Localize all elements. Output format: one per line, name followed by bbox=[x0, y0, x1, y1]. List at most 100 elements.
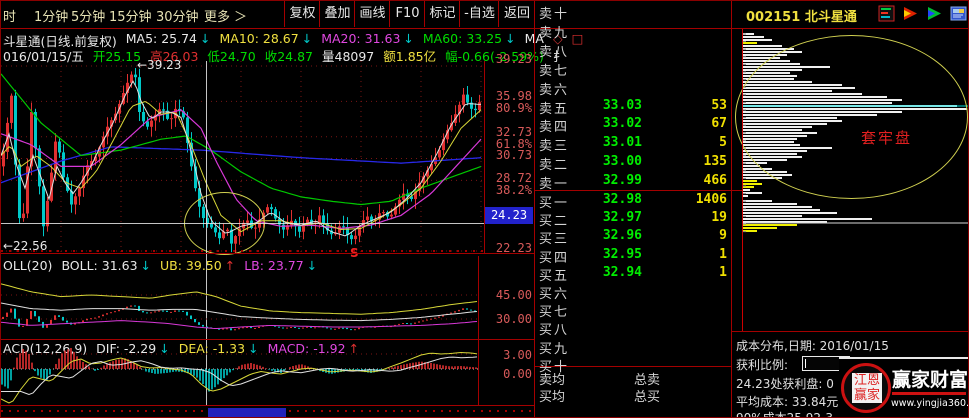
order-book-row-买九[interactable]: 买九 bbox=[534, 338, 731, 357]
ma-box-icon: □ bbox=[571, 31, 584, 46]
macd-arrow-icon: ↓ bbox=[159, 341, 170, 356]
macd-legend-item: DIF: -2.29 bbox=[96, 341, 157, 356]
order-book-volume: 53 bbox=[711, 98, 727, 113]
boll-arrow-icon: ↓ bbox=[306, 258, 318, 273]
order-book-row-卖五[interactable]: 卖五 33.03 53 bbox=[534, 98, 731, 117]
order-book-price: 33.03 bbox=[602, 98, 642, 113]
stock-name: 北斗星通 bbox=[804, 10, 857, 25]
toolbar-button-画线[interactable]: 画线 bbox=[354, 1, 390, 27]
order-book-row-买六[interactable]: 买六 bbox=[534, 283, 731, 302]
ma-legend-item: MA10: 28.67 bbox=[219, 31, 299, 46]
ma-legend-line: 斗星通(日线.前复权) MA5: 25.74 ↓ MA10: 28.67 ↓ MA20:… bbox=[3, 31, 583, 50]
order-book-level-label: 买六 bbox=[539, 287, 570, 302]
main-axis-label: 80.9% bbox=[495, 101, 532, 115]
toolbar-button-复权[interactable]: 复权 bbox=[284, 1, 320, 27]
order-book-volume: 5 bbox=[719, 135, 727, 150]
order-book-row-卖六[interactable]: 卖六 bbox=[534, 79, 731, 98]
order-book-row-卖十[interactable]: 卖十 bbox=[534, 3, 731, 22]
toolbar-button-F10[interactable]: F10 bbox=[389, 1, 425, 27]
main-axis-label: 39.23 bbox=[495, 52, 532, 66]
order-book-level-label: 买一 bbox=[539, 196, 570, 211]
order-book-row-卖七[interactable]: 卖七 bbox=[534, 60, 731, 79]
order-book-row-买八[interactable]: 买八 bbox=[534, 319, 731, 338]
toolbar-button-返回[interactable]: 返回 bbox=[498, 1, 535, 27]
order-book-level-label: 买二 bbox=[539, 214, 570, 229]
ma-down-arrow-icon: ↓ bbox=[200, 31, 211, 46]
order-book-level-label: 买九 bbox=[539, 342, 570, 357]
order-book-row-买四[interactable]: 买四 32.95 1 bbox=[534, 247, 731, 266]
order-book-footer-row: 卖均 总卖 bbox=[534, 369, 731, 388]
watermark-red-bar bbox=[892, 392, 966, 395]
red-arrow-icon[interactable] bbox=[902, 5, 919, 22]
green-arrow-icon[interactable] bbox=[926, 5, 943, 22]
boll-arrow-icon: ↓ bbox=[140, 258, 152, 273]
order-book-level-label: 买八 bbox=[539, 323, 570, 338]
order-book-row-买二[interactable]: 买二 32.97 19 bbox=[534, 210, 731, 229]
watermark-seal: 江恩赢家 bbox=[841, 363, 891, 413]
main-axis-label: 28.72 bbox=[495, 171, 532, 185]
macd-panel-divider bbox=[1, 405, 534, 406]
order-book-row-卖四[interactable]: 卖四 33.02 67 bbox=[534, 116, 731, 135]
avg-cost: 平均成本: 33.84元 bbox=[736, 395, 839, 409]
period-tab-6[interactable]: 更多 bbox=[204, 10, 231, 25]
avg-price-label: 卖均 bbox=[539, 373, 566, 388]
toolbar-button-标记[interactable]: 标记 bbox=[424, 1, 460, 27]
order-book-volume: 19 bbox=[711, 210, 727, 225]
order-book-volume: 67 bbox=[711, 116, 727, 131]
total-label: 总卖 bbox=[634, 373, 661, 388]
order-book-row-卖二[interactable]: 卖二 33.00 135 bbox=[534, 154, 731, 173]
quote-list-icon[interactable] bbox=[878, 5, 895, 22]
boll-axis-label: 45.00 bbox=[495, 288, 532, 302]
macd-axis-label: 0.00 bbox=[503, 367, 532, 381]
macd-legend-item: MACD: -1.92 bbox=[267, 341, 346, 356]
ohlc-line: 016/01/15/五 开25.15 高26.03 低24.70 收24.87 量480… bbox=[3, 46, 565, 65]
order-book-row-买十[interactable]: 买十 bbox=[534, 356, 731, 375]
order-book-row-买一[interactable]: 买一 32.98 1406 bbox=[534, 192, 731, 211]
period-tab-1[interactable]: 时 bbox=[3, 10, 17, 25]
orderbook-cost-divider bbox=[731, 1, 732, 417]
order-book-price: 33.00 bbox=[602, 154, 642, 169]
sub-axis-divider bbox=[478, 256, 479, 406]
order-book-row-卖三[interactable]: 卖三 33.01 5 bbox=[534, 135, 731, 154]
period-tab-7[interactable]: ＞ bbox=[234, 10, 248, 25]
ohlc-field: 开25.15 bbox=[92, 49, 142, 64]
window-icon[interactable] bbox=[950, 5, 967, 22]
period-tab-5[interactable]: 30分钟 bbox=[156, 10, 199, 25]
boll-chart-canvas[interactable] bbox=[1, 271, 478, 338]
order-book-volume: 1 bbox=[719, 247, 727, 262]
order-book-row-买三[interactable]: 买三 32.96 9 bbox=[534, 228, 731, 247]
macd-chart-canvas[interactable] bbox=[1, 346, 478, 405]
order-book-volume: 1406 bbox=[695, 192, 727, 207]
order-book-row-卖一[interactable]: 卖一 32.99 466 bbox=[534, 173, 731, 192]
profit-ratio-label: 获利比例: bbox=[736, 358, 789, 372]
cost-range: 90%成本25.92-3 bbox=[736, 411, 833, 418]
toolbar-button--自选[interactable]: -自选 bbox=[459, 1, 499, 27]
trapped-zone-label: 套牢盘 bbox=[861, 129, 913, 147]
period-tab-4[interactable]: 15分钟 bbox=[109, 10, 152, 25]
ma-down-arrow-icon: ↓ bbox=[403, 31, 414, 46]
order-book-row-买五[interactable]: 买五 32.94 1 bbox=[534, 265, 731, 284]
toolbar-button-叠加[interactable]: 叠加 bbox=[319, 1, 355, 27]
period-tab-2[interactable]: 1分钟 bbox=[34, 10, 69, 25]
order-book-row-卖九[interactable]: 卖九 bbox=[534, 22, 731, 41]
boll-chart-svg bbox=[1, 283, 478, 331]
order-book-level-label: 卖二 bbox=[539, 158, 570, 173]
stock-title: 002151 北斗星通 bbox=[746, 6, 857, 25]
watermark-url: www.yingjia360.com bbox=[891, 398, 969, 409]
order-book-row-卖八[interactable]: 卖八 bbox=[534, 41, 731, 60]
main-axis-label: 32.73 bbox=[495, 125, 532, 139]
crosshair-horizontal bbox=[1, 223, 484, 224]
profit-ratio-input[interactable] bbox=[802, 356, 850, 371]
period-tab-3[interactable]: 5分钟 bbox=[71, 10, 106, 25]
order-book-level-label: 卖三 bbox=[539, 139, 570, 154]
boll-legend-item: UB: 39.50 bbox=[160, 258, 222, 273]
order-book-row-买七[interactable]: 买七 bbox=[534, 301, 731, 320]
ma-legend-item: MA5: 25.74 bbox=[125, 31, 197, 46]
macd-header: ACD(12,26,9) DIF: -2.29 ↓ DEA: -1.33 ↓ MACD:… bbox=[3, 341, 359, 356]
order-book-price: 32.94 bbox=[602, 265, 642, 280]
ohlc-field: 额1.85亿 bbox=[383, 49, 437, 64]
order-book-volume: 466 bbox=[703, 173, 727, 188]
total-label: 总买 bbox=[634, 390, 661, 405]
chart-title: 斗星通(日线.前复权) bbox=[3, 34, 117, 49]
